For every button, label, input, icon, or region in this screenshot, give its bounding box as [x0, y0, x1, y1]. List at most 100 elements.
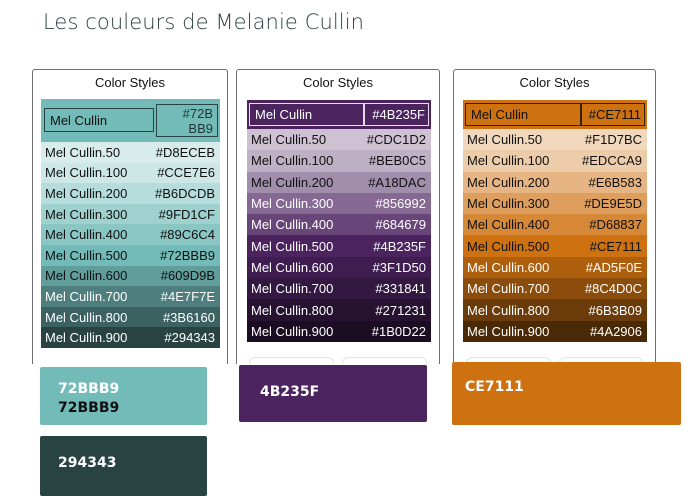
color-row-700[interactable]: Mel Cullin.700 #4E7F7E: [41, 286, 220, 307]
card-title: Color Styles: [519, 75, 590, 90]
row-name: Mel Cullin.900: [467, 323, 550, 339]
row-hex: #684679: [375, 217, 426, 233]
color-row-500[interactable]: Mel Cullin.500 #4B235F: [247, 235, 431, 257]
color-row-100[interactable]: Mel Cullin.100 #BEB0C5: [247, 150, 431, 172]
color-row-500[interactable]: Mel Cullin.500 #CE7111: [463, 235, 647, 257]
base-name-text: Mel Cullin: [50, 112, 108, 128]
row-name: Mel Cullin.800: [467, 302, 550, 318]
row-hex: #294343: [164, 330, 215, 346]
color-row-700[interactable]: Mel Cullin.700 #8C4D0C: [463, 278, 647, 300]
swatch-purple[interactable]: 4B235F: [239, 365, 427, 422]
row-hex: #CCE7E6: [157, 165, 215, 181]
row-hex: #4B235F: [373, 238, 426, 254]
color-row-900[interactable]: Mel Cullin.900 #294343: [41, 327, 220, 348]
swatch-label-white: 72BBB9: [58, 381, 120, 397]
color-styles-card-purple: Color Styles Mel Cullin #4B235F Mel Cull…: [236, 69, 440, 364]
row-hex: #B6DCDB: [155, 185, 215, 201]
card-tab[interactable]: [342, 357, 427, 364]
color-row-400[interactable]: Mel Cullin.400 #89C6C4: [41, 224, 220, 245]
row-hex: #4E7F7E: [160, 288, 215, 304]
color-row-800[interactable]: Mel Cullin.800 #3B6160: [41, 306, 220, 328]
row-hex: #CDC1D2: [366, 132, 426, 148]
row-name: Mel Cullin.300: [251, 196, 334, 212]
row-hex: #CE7111: [589, 238, 642, 254]
row-name: Mel Cullin.100: [467, 153, 550, 169]
base-hex-text: #CE7111: [588, 107, 641, 122]
row-name: Mel Cullin.200: [45, 185, 128, 201]
row-name: Mel Cullin.900: [45, 330, 128, 346]
base-hex-text: #4B235F: [372, 107, 425, 122]
color-styles-card-teal: Color Styles Mel Cullin #72B BB9 Mel Cul…: [32, 69, 228, 364]
color-row-300[interactable]: Mel Cullin.300 #9FD1CF: [41, 203, 220, 225]
row-name: Mel Cullin.500: [251, 238, 334, 254]
color-row-50[interactable]: Mel Cullin.50 #F1D7BC: [463, 129, 647, 151]
color-row-50[interactable]: Mel Cullin.50 #CDC1D2: [247, 129, 431, 151]
color-row-600[interactable]: Mel Cullin.600 #3F1D50: [247, 256, 431, 279]
row-hex: #4A2906: [589, 323, 642, 339]
swatch-label: 294343: [58, 455, 117, 471]
color-row-400[interactable]: Mel Cullin.400 #D68837: [463, 214, 647, 236]
row-name: Mel Cullin.50: [251, 132, 327, 148]
color-row-800[interactable]: Mel Cullin.800 #271231: [247, 299, 431, 321]
row-name: Mel Cullin.500: [467, 238, 550, 254]
base-hex-line1: #72B: [182, 105, 213, 121]
row-hex: #AD5F0E: [585, 259, 642, 275]
row-name: Mel Cullin.50: [467, 132, 543, 148]
color-row-100[interactable]: Mel Cullin.100 #CCE7E6: [41, 162, 220, 184]
color-styles-card-orange: Color Styles Mel Cullin #CE7111 Mel Cull…: [453, 69, 656, 364]
row-hex: #1B0D22: [371, 323, 426, 339]
row-hex: #8C4D0C: [584, 281, 642, 297]
row-hex: #EDCCA9: [582, 153, 642, 169]
color-row-900[interactable]: Mel Cullin.900 #1B0D22: [247, 320, 431, 342]
row-name: Mel Cullin.400: [251, 217, 334, 233]
card-title: Color Styles: [94, 75, 166, 90]
color-row-700[interactable]: Mel Cullin.700 #331841: [247, 278, 431, 300]
color-row-800[interactable]: Mel Cullin.800 #6B3B09: [463, 299, 647, 321]
palette-purple: Mel Cullin #4B235F Mel Cullin.50 #CDC1D2 …: [247, 100, 431, 342]
row-hex: #609D9B: [160, 268, 215, 284]
row-hex: #9FD1CF: [158, 206, 215, 222]
color-row-200[interactable]: Mel Cullin.200 #E6B583: [463, 171, 647, 193]
color-row-100[interactable]: Mel Cullin.100 #EDCCA9: [463, 150, 647, 172]
row-hex: #72BBB9: [160, 247, 215, 263]
row-name: Mel Cullin.600: [251, 259, 334, 275]
card-tab[interactable]: [466, 357, 551, 364]
row-hex: #856992: [375, 196, 426, 212]
color-row-400[interactable]: Mel Cullin.400 #684679: [247, 214, 431, 236]
swatch-label: CE7111: [465, 379, 524, 395]
color-row-300[interactable]: Mel Cullin.300 #856992: [247, 192, 431, 215]
base-color-hex: #CE7111: [581, 103, 645, 126]
swatch-teal[interactable]: 72BBB9 72BBB9: [40, 367, 207, 425]
row-hex: #BEB0C5: [368, 153, 426, 169]
row-name: Mel Cullin.800: [251, 302, 334, 318]
base-color-row[interactable]: Mel Cullin #CE7111: [463, 100, 647, 129]
color-row-200[interactable]: Mel Cullin.200 #A18DAC: [247, 171, 431, 193]
color-row-50[interactable]: Mel Cullin.50 #D8ECEB: [41, 142, 220, 163]
color-row-600[interactable]: Mel Cullin.600 #609D9B: [41, 265, 220, 287]
row-hex: #E6B583: [588, 174, 643, 190]
base-name-text: Mel Cullin: [471, 107, 529, 122]
page-title: Les couleurs de Melanie Cullin: [43, 10, 365, 34]
row-hex: #F1D7BC: [584, 132, 642, 148]
row-name: Mel Cullin.100: [45, 165, 128, 181]
color-row-900[interactable]: Mel Cullin.900 #4A2906: [463, 320, 647, 342]
row-name: Mel Cullin.50: [45, 144, 121, 160]
color-row-500[interactable]: Mel Cullin.500 #72BBB9: [41, 244, 220, 266]
row-hex: #D68837: [589, 217, 642, 233]
swatch-dark-teal[interactable]: 294343: [40, 436, 207, 496]
swatch-orange[interactable]: CE7111: [452, 362, 681, 425]
card-tabs: [466, 357, 643, 364]
row-name: Mel Cullin.100: [251, 153, 334, 169]
color-row-600[interactable]: Mel Cullin.600 #AD5F0E: [463, 256, 647, 279]
base-color-name: Mel Cullin: [249, 103, 364, 126]
row-name: Mel Cullin.700: [251, 281, 334, 297]
card-tab[interactable]: [558, 357, 643, 364]
card-tab[interactable]: [249, 357, 334, 364]
base-color-row[interactable]: Mel Cullin #4B235F: [247, 100, 431, 129]
color-row-300[interactable]: Mel Cullin.300 #DE9E5D: [463, 192, 647, 215]
row-hex: #A18DAC: [368, 174, 426, 190]
base-color-row[interactable]: Mel Cullin #72B BB9: [41, 99, 220, 142]
color-row-200[interactable]: Mel Cullin.200 #B6DCDB: [41, 183, 220, 204]
row-hex: #271231: [375, 302, 426, 318]
row-name: Mel Cullin.400: [467, 217, 550, 233]
